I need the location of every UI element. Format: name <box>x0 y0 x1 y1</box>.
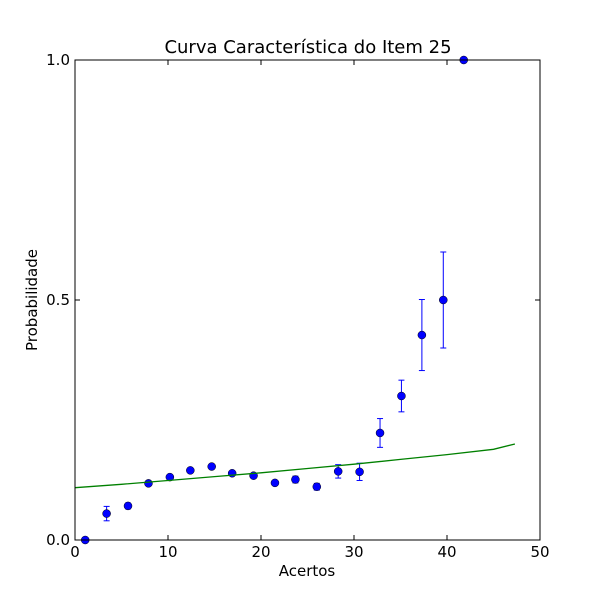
data-point <box>186 466 195 475</box>
data-point <box>439 295 448 305</box>
data-point <box>207 462 216 471</box>
y-tick-label: 0.0 <box>46 531 70 549</box>
x-tick-label: 30 <box>344 543 363 561</box>
data-point <box>397 391 406 401</box>
data-point <box>417 330 427 340</box>
data-point <box>333 467 343 476</box>
chart-title: Curva Característica do Item 25 <box>164 37 451 58</box>
x-tick-label: 40 <box>437 543 456 561</box>
data-point <box>291 475 300 484</box>
plot-area <box>74 55 516 545</box>
y-axis-label: Probabilidade <box>23 249 41 351</box>
x-axis-label: Acertos <box>279 562 336 580</box>
fitted-curve <box>74 443 516 489</box>
data-point <box>355 467 364 477</box>
x-tick-label: 50 <box>530 543 549 561</box>
y-tick-label: 0.5 <box>46 291 70 309</box>
y-tick-label: 1.0 <box>46 51 70 69</box>
data-point <box>144 479 153 488</box>
x-tick-label: 0 <box>70 543 80 561</box>
data-point <box>165 472 175 482</box>
x-tick-label: 10 <box>158 543 177 561</box>
data-point <box>102 509 111 518</box>
x-tick-label: 20 <box>251 543 270 561</box>
data-point <box>123 501 133 511</box>
axis-ticks: 0 10 20 30 40 50 0.0 0.5 1.0 <box>46 51 549 561</box>
data-point <box>227 469 237 478</box>
data-point <box>312 482 322 491</box>
data-point <box>375 428 385 438</box>
data-point <box>270 478 280 488</box>
